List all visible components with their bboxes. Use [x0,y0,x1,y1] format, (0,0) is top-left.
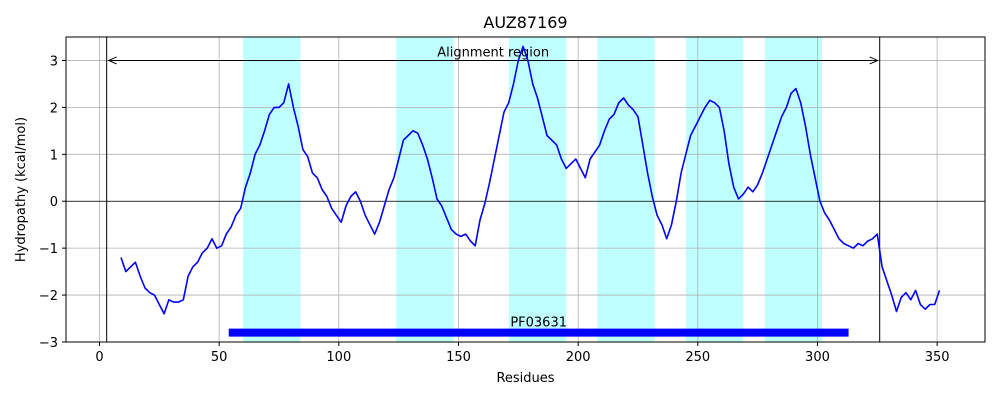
y-tick-label: 2 [50,101,58,116]
hydrophobic-band-4 [597,37,655,342]
domain-bar-label: PF03631 [510,316,567,331]
hydrophobic-band-3 [508,37,567,342]
x-tick-label: 300 [805,350,830,365]
alignment-arrowhead-right [869,56,879,65]
x-tick-label: 150 [446,350,471,365]
x-tick-label: 100 [326,350,351,365]
hydrophobic-band-5 [685,37,744,342]
x-tick-label: 350 [925,350,950,365]
x-tick-label: 0 [95,350,103,365]
x-tick-label: 200 [566,350,591,365]
hydrophobic-band-2 [396,37,454,342]
y-tick-label: 3 [50,54,58,69]
hydropathy-line [120,45,941,315]
y-tick-label: 1 [50,148,58,163]
alignment-arrowhead-left [107,56,117,65]
x-tick-label: 50 [211,350,228,365]
y-tick-label: −3 [39,336,58,351]
y-tick-label: −2 [39,289,58,304]
y-axis-label: Hydropathy (kcal/mol) [14,117,29,262]
domain-bar [228,328,849,337]
x-axis-label: Residues [496,371,554,386]
hydrophobic-band-1 [243,37,301,342]
chart-title: AUZ87169 [483,13,567,32]
x-tick-label: 250 [685,350,710,365]
plot-area: Alignment region PF03631 [66,37,985,342]
y-tick-label: 0 [50,195,58,210]
hydrophobic-band-6 [764,37,823,342]
plot-frame [65,36,986,343]
y-tick-label: −1 [39,242,58,257]
alignment-region-label: Alignment region [437,45,549,60]
